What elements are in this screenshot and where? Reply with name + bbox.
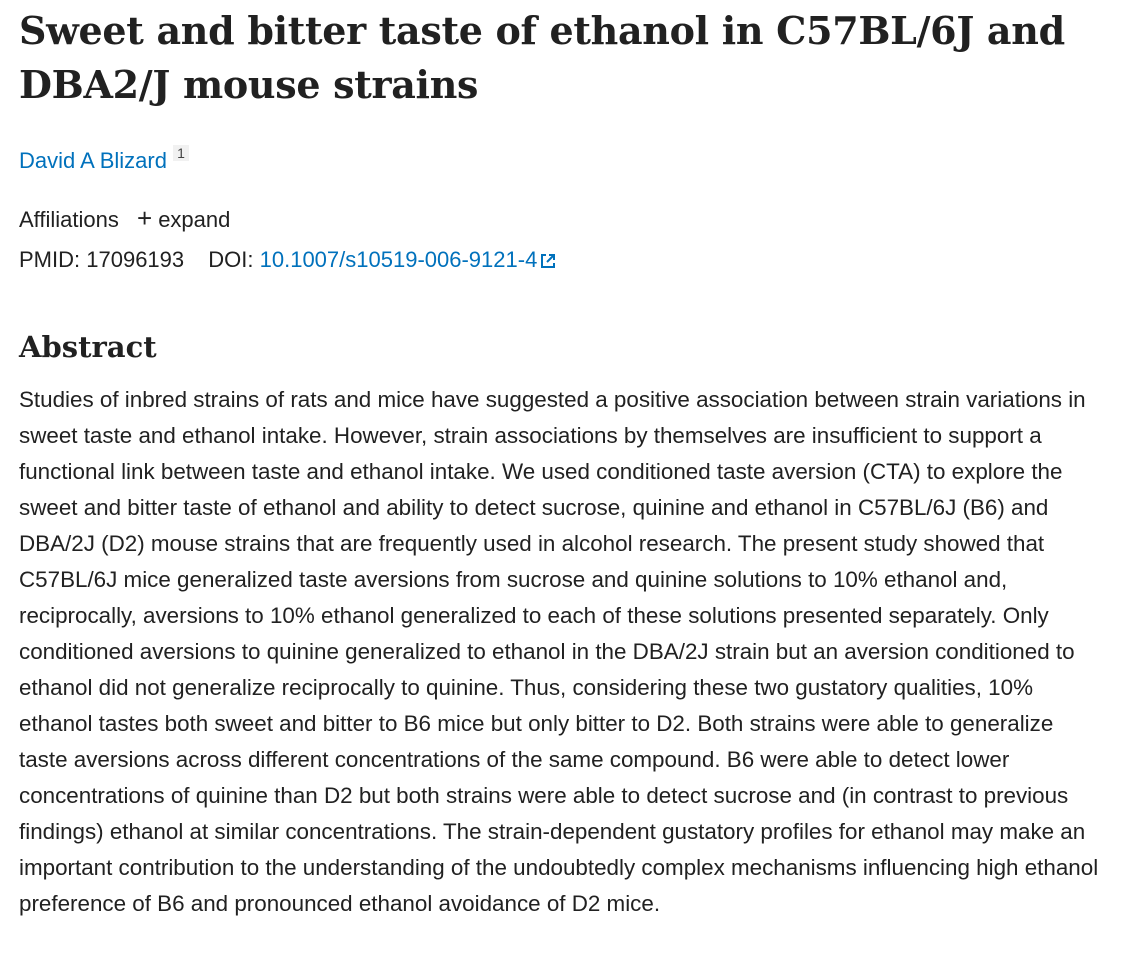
external-link-icon <box>541 254 556 268</box>
article-title: Sweet and bitter taste of ethanol in C57… <box>19 8 1065 107</box>
abstract-text: Studies of inbred strains of rats and mi… <box>19 387 1099 916</box>
meta: Affiliations + expand PMID: 17096193 DOI:… <box>19 198 1100 280</box>
expand-toggle[interactable]: + expand <box>137 203 231 233</box>
doi-link[interactable]: 10.1007/s10519-006-9121-4 <box>260 247 557 272</box>
expand-label: expand <box>158 207 231 232</box>
pmid: 17096193 <box>86 247 185 272</box>
doi: 10.1007/s10519-006-9121-4 <box>259 247 538 272</box>
body: Sweet and bitter taste of ethanol in C57… <box>0 4 1124 976</box>
author-link[interactable]: David A Blizard <box>19 148 167 173</box>
authors: David A Blizard 1 <box>19 145 1100 174</box>
affiliations-label: Affiliations <box>19 207 119 232</box>
article: Sweet and bitter taste of ethanol in C57… <box>0 4 1124 922</box>
abstract-heading: Abstract <box>19 330 157 364</box>
plus-icon: + <box>137 203 153 233</box>
doi-label: DOI: <box>208 247 254 272</box>
affiliation-ref[interactable]: 1 <box>173 145 189 161</box>
affiliations-row: Affiliations + expand <box>19 198 1100 240</box>
pmid-label: PMID: <box>19 247 81 272</box>
ids-row: PMID: 17096193 DOI: 10.1007/s10519-006-9… <box>19 240 1100 280</box>
